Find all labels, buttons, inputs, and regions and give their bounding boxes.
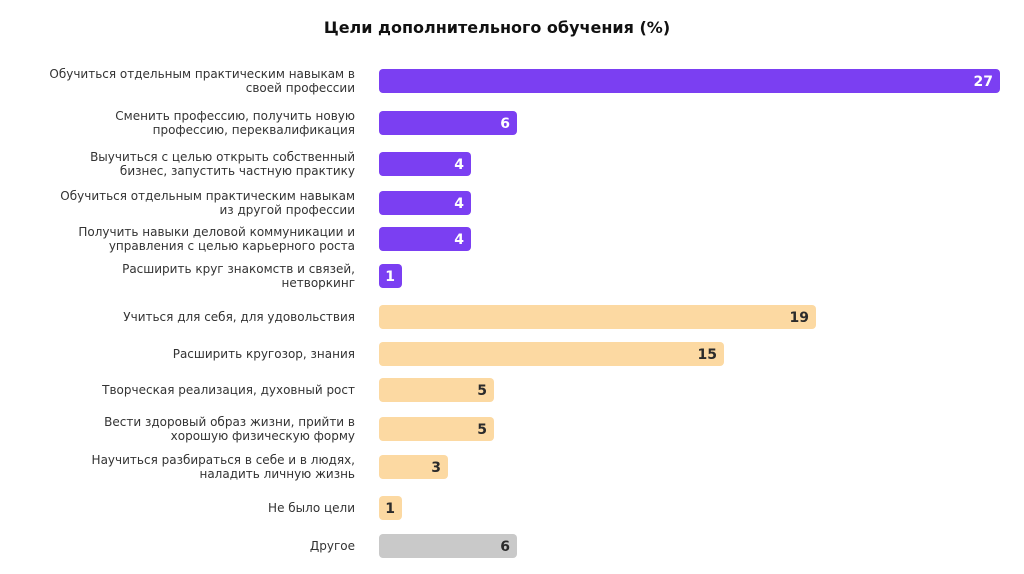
category-label-line: Вести здоровый образ жизни, прийти в [104, 415, 355, 429]
bar [379, 69, 1000, 93]
category-label: Обучиться отдельным практическим навыкам… [60, 189, 355, 217]
category-label-line: Сменить профессию, получить новую [115, 109, 355, 123]
value-label: 4 [454, 157, 464, 173]
category-label: Научиться разбираться в себе и в людях, н… [92, 453, 355, 481]
bars-group: 27 Обучиться отдельным практическим навык… [49, 67, 1000, 558]
category-label-line: Выучиться с целью открыть собственный [90, 150, 355, 164]
value-label: 3 [431, 460, 441, 476]
bar [379, 342, 724, 366]
value-label: 1 [385, 269, 395, 285]
category-label-line: профессию, переквалификация [153, 123, 355, 137]
category-label-line: Обучиться отдельным практическим навыкам [60, 189, 355, 203]
category-label-line: нетворкинг [282, 276, 355, 290]
category-label: Другое [310, 539, 355, 553]
bar [379, 417, 494, 441]
category-label: Расширить кругозор, знания [173, 347, 355, 361]
bar [379, 534, 517, 558]
category-label-line: своей профессии [246, 81, 355, 95]
bar [379, 191, 471, 215]
chart-title: Цели дополнительного обучения (%) [324, 18, 670, 37]
bar [379, 227, 471, 251]
value-label: 15 [698, 347, 717, 363]
value-label: 5 [477, 383, 487, 399]
value-label: 6 [500, 539, 510, 555]
category-label-line: бизнес, запустить частную практику [120, 164, 355, 178]
value-label: 19 [790, 310, 809, 326]
value-label: 4 [454, 232, 464, 248]
value-label: 4 [454, 196, 464, 212]
bar [379, 455, 448, 479]
value-label: 27 [974, 74, 993, 90]
category-label-line: Расширить кругозор, знания [173, 347, 355, 361]
category-label: Расширить круг знакомств и связей, нетвор… [122, 262, 355, 290]
category-label-line: Учиться для себя, для удовольствия [123, 310, 355, 324]
category-label-line: хорошую физическую форму [171, 429, 355, 443]
category-label: Получить навыки деловой коммуникации и уп… [78, 225, 355, 253]
category-label: Выучиться с целью открыть собственный биз… [90, 150, 355, 178]
category-label-line: Обучиться отдельным практическим навыкам… [49, 67, 355, 81]
bar [379, 305, 816, 329]
category-label-line: Творческая реализация, духовный рост [101, 383, 355, 397]
category-label-line: Получить навыки деловой коммуникации и [78, 225, 355, 239]
category-label-line: Не было цели [268, 501, 355, 515]
bar [379, 152, 471, 176]
category-label: Обучиться отдельным практическим навыкам… [49, 67, 355, 95]
category-label-line: управления с целью карьерного роста [109, 239, 355, 253]
bar [379, 264, 402, 288]
category-label: Творческая реализация, духовный рост [101, 383, 355, 397]
category-label-line: Научиться разбираться в себе и в людях, [92, 453, 355, 467]
category-label: Сменить профессию, получить новую професс… [115, 109, 355, 137]
category-label-line: Расширить круг знакомств и связей, [122, 262, 355, 276]
category-label: Не было цели [268, 501, 355, 515]
category-label-line: из другой профессии [219, 203, 355, 217]
category-label-line: Другое [310, 539, 355, 553]
category-label: Учиться для себя, для удовольствия [123, 310, 355, 324]
value-label: 1 [385, 501, 395, 517]
value-label: 6 [500, 116, 510, 132]
category-label: Вести здоровый образ жизни, прийти в хоро… [104, 415, 355, 443]
bar [379, 496, 402, 520]
value-label: 5 [477, 422, 487, 438]
bar [379, 111, 517, 135]
category-label-line: наладить личную жизнь [199, 467, 355, 481]
bar [379, 378, 494, 402]
